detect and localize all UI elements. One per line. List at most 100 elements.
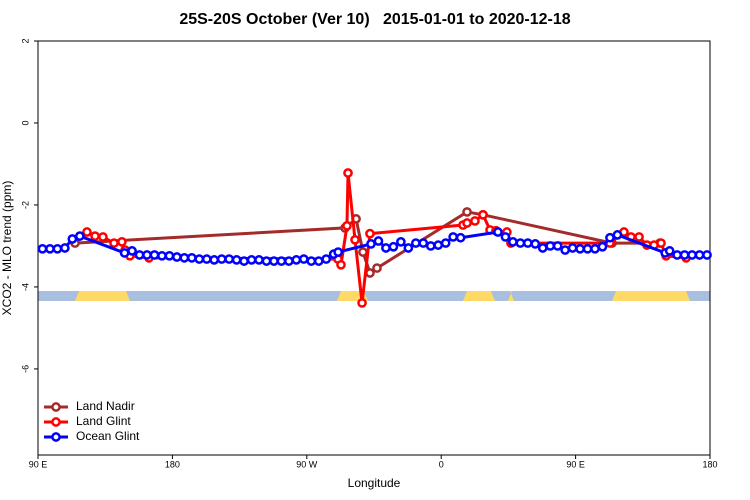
data-point: [634, 232, 644, 242]
data-point: [365, 268, 375, 278]
land-span: [507, 291, 515, 301]
data-point: [261, 256, 272, 266]
x-tick-label: 90 E: [29, 459, 48, 469]
data-point: [515, 238, 526, 248]
data-point: [396, 237, 406, 247]
data-point: [209, 255, 220, 265]
data-point: [440, 238, 451, 248]
data-point: [82, 227, 92, 237]
y-axis-label: XCO2 - MLO trend (ppm): [0, 181, 14, 316]
legend-marker: [51, 402, 61, 412]
data-point: [403, 243, 414, 253]
data-point: [656, 238, 666, 248]
data-point: [117, 237, 127, 247]
data-point: [246, 255, 257, 265]
data-point: [530, 239, 541, 249]
data-point: [179, 252, 190, 263]
data-point: [462, 207, 472, 217]
data-point: [366, 239, 376, 249]
data-point: [702, 250, 712, 260]
data-point: [98, 232, 108, 242]
data-point: [357, 298, 367, 308]
data-point: [164, 250, 175, 261]
data-point: [365, 228, 375, 239]
data-point: [149, 250, 160, 260]
data-point: [313, 256, 324, 266]
y-tick-label: 0: [20, 120, 30, 125]
data-point: [470, 216, 480, 226]
data-point: [418, 238, 429, 248]
data-point: [597, 241, 608, 252]
data-point: [687, 250, 697, 260]
data-point: [306, 256, 317, 266]
data-point: [298, 254, 309, 264]
y-tick-label: -4: [20, 283, 30, 291]
data-point: [60, 243, 70, 253]
data-point: [350, 234, 360, 245]
data-point: [508, 237, 518, 247]
data-point: [109, 238, 119, 248]
data-point: [90, 231, 100, 241]
data-point: [694, 250, 705, 260]
data-point: [605, 232, 615, 243]
legend-text: Ocean Glint: [76, 429, 140, 443]
x-tick-label: 180: [702, 459, 717, 469]
data-point: [342, 221, 352, 231]
data-point: [142, 250, 152, 260]
data-point: [284, 256, 294, 266]
data-point: [216, 254, 227, 264]
data-point: [172, 252, 182, 262]
data-point: [388, 241, 399, 252]
data-point: [269, 256, 279, 266]
data-point: [67, 234, 78, 244]
data-point: [127, 246, 137, 256]
data-point: [410, 238, 421, 248]
data-point: [224, 254, 234, 264]
data-point: [186, 252, 197, 263]
data-point: [448, 232, 458, 242]
data-point: [74, 231, 85, 241]
legend-marker: [51, 432, 61, 442]
x-tick-label: 180: [165, 459, 180, 469]
data-point: [37, 243, 48, 254]
data-point: [134, 250, 145, 260]
data-point: [537, 243, 548, 253]
data-point: [194, 254, 205, 264]
data-point: [372, 263, 382, 273]
data-point: [560, 245, 570, 255]
land-span: [75, 291, 130, 301]
x-axis-label: Longitude: [348, 476, 401, 490]
data-point: [201, 254, 212, 264]
data-point: [381, 243, 391, 253]
data-point: [321, 254, 332, 264]
y-tick-label: -2: [20, 201, 30, 209]
data-point: [545, 241, 556, 251]
data-point: [455, 232, 466, 243]
data-point: [231, 255, 242, 265]
legend-text: Land Glint: [76, 414, 131, 428]
data-point: [239, 256, 249, 266]
data-point: [567, 243, 578, 253]
data-point: [358, 247, 368, 257]
x-tick-label: 90 E: [566, 459, 585, 469]
data-point: [522, 238, 533, 248]
data-point: [119, 248, 130, 258]
x-tick-label: 90 W: [296, 459, 318, 469]
y-tick-label: 2: [20, 38, 30, 43]
land-span: [463, 291, 495, 301]
data-point: [45, 243, 55, 254]
data-point: [552, 241, 563, 251]
data-point: [291, 255, 302, 265]
data-point: [254, 255, 264, 265]
data-point: [462, 218, 472, 228]
legend-marker: [51, 417, 61, 427]
data-point: [500, 232, 511, 242]
data-point: [612, 230, 623, 240]
data-point: [433, 240, 444, 250]
data-point: [276, 256, 287, 266]
y-tick-label: -6: [20, 365, 30, 373]
data-point: [590, 243, 600, 254]
data-point: [336, 259, 346, 270]
data-point: [157, 250, 167, 261]
